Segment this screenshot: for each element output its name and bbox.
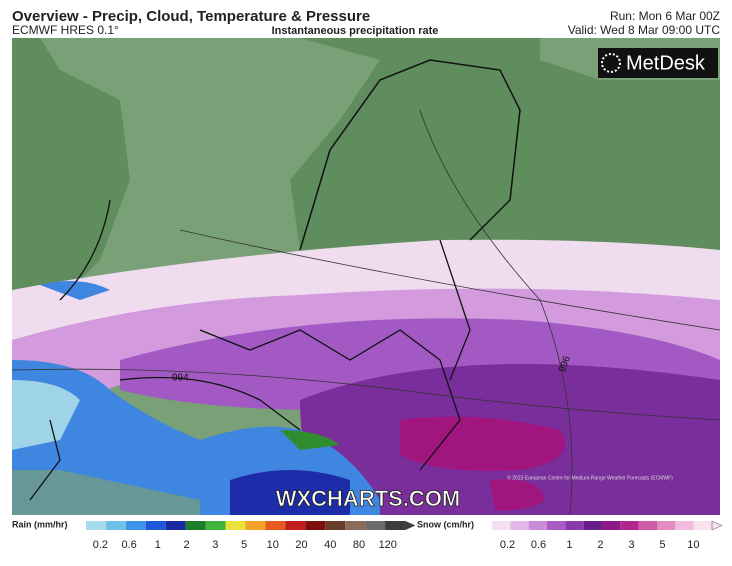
swatch <box>528 521 547 530</box>
tick-label: 2 <box>597 539 603 551</box>
isobar-label: 994 <box>172 373 189 384</box>
snow-label: Snow (cm/hr) <box>417 519 474 529</box>
swatch <box>285 521 306 530</box>
swatch <box>602 521 621 530</box>
arrow <box>711 520 723 531</box>
tick-label: 80 <box>353 539 365 551</box>
tick-label: 3 <box>628 539 634 551</box>
map: 994 996 MetDesk WXCHARTS.COM © 2023 Euro… <box>11 38 721 516</box>
tick-label: 20 <box>295 539 307 551</box>
swatch <box>365 521 386 530</box>
swatch <box>325 521 346 530</box>
logo: MetDesk <box>626 52 706 74</box>
swatch <box>305 521 326 530</box>
swatch <box>185 521 206 530</box>
swatch <box>165 521 186 530</box>
swatch <box>125 521 146 530</box>
swatch <box>385 521 405 530</box>
model: ECMWF HRES 0.1° <box>12 23 119 37</box>
swatch <box>565 521 584 530</box>
tick-label: 10 <box>267 539 279 551</box>
swatch <box>492 521 511 530</box>
tick-label: 120 <box>379 539 397 551</box>
swatch <box>245 521 266 530</box>
arrow <box>404 520 416 531</box>
tick-label: 0.2 <box>93 539 108 551</box>
field: Instantaneous precipitation rate <box>272 25 439 37</box>
swatch <box>345 521 366 530</box>
swatch <box>86 521 106 530</box>
rain-colorbar: 0.2 0.6 1 2 3 5 10 20 40 80 120 <box>86 520 416 551</box>
tick-label: 10 <box>687 539 699 551</box>
swatch <box>675 521 694 530</box>
swatch <box>105 521 126 530</box>
tick-label: 1 <box>155 539 161 551</box>
swatch <box>657 521 676 530</box>
tick-label: 5 <box>659 539 665 551</box>
snow-colorbar: 0.2 0.6 1 2 3 5 10 <box>492 520 723 551</box>
tick-label: 0.6 <box>121 539 136 551</box>
title: Overview - Precip, Cloud, Temperature & … <box>12 8 370 25</box>
swatch <box>225 521 246 530</box>
valid: Valid: Wed 8 Mar 09:00 UTC <box>568 23 721 37</box>
swatch <box>638 521 657 530</box>
tick-label: 0.2 <box>500 539 515 551</box>
tick-label: 0.6 <box>531 539 546 551</box>
tick-label: 40 <box>324 539 336 551</box>
tick-label: 3 <box>212 539 218 551</box>
copyright: © 2023 European Centre for Medium-Range … <box>507 474 673 481</box>
rain-label: Rain (mm/hr) <box>12 519 68 529</box>
tick-label: 5 <box>241 539 247 551</box>
tick-label: 2 <box>184 539 190 551</box>
swatch <box>145 521 166 530</box>
swatch <box>547 521 566 530</box>
swatch <box>583 521 602 530</box>
tick-label: 1 <box>566 539 572 551</box>
swatch <box>205 521 226 530</box>
swatch <box>510 521 529 530</box>
swatch <box>265 521 286 530</box>
watermark: WXCHARTS.COM <box>276 486 461 511</box>
swatch <box>620 521 639 530</box>
swatch <box>693 521 712 530</box>
run: Run: Mon 6 Mar 00Z <box>610 9 720 23</box>
